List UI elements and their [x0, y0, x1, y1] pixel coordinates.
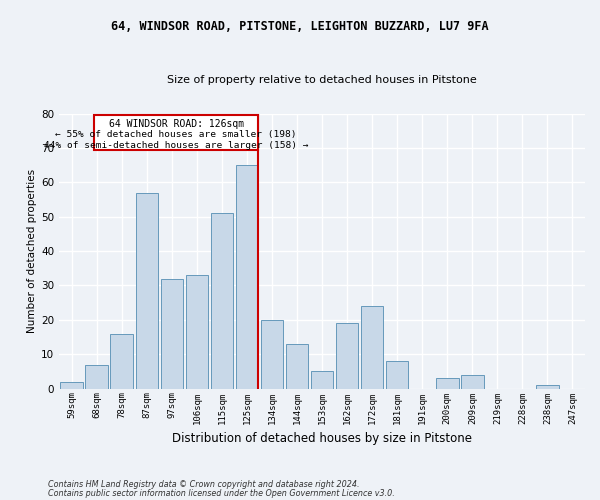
Bar	[110, 334, 133, 388]
Bar	[386, 361, 409, 388]
Text: ← 55% of detached houses are smaller (198): ← 55% of detached houses are smaller (19…	[55, 130, 297, 139]
Bar	[286, 344, 308, 389]
Bar	[536, 385, 559, 388]
Bar	[85, 364, 108, 388]
Bar	[161, 278, 183, 388]
Bar	[461, 375, 484, 388]
Bar	[136, 192, 158, 388]
Bar	[336, 324, 358, 388]
Title: Size of property relative to detached houses in Pitstone: Size of property relative to detached ho…	[167, 75, 477, 85]
Bar	[211, 214, 233, 388]
Text: 64 WINDSOR ROAD: 126sqm: 64 WINDSOR ROAD: 126sqm	[109, 120, 244, 130]
Text: Contains public sector information licensed under the Open Government Licence v3: Contains public sector information licen…	[48, 488, 395, 498]
Bar	[311, 372, 334, 388]
Bar	[436, 378, 458, 388]
Text: 64, WINDSOR ROAD, PITSTONE, LEIGHTON BUZZARD, LU7 9FA: 64, WINDSOR ROAD, PITSTONE, LEIGHTON BUZ…	[111, 20, 489, 33]
Y-axis label: Number of detached properties: Number of detached properties	[27, 169, 37, 333]
Text: Contains HM Land Registry data © Crown copyright and database right 2024.: Contains HM Land Registry data © Crown c…	[48, 480, 359, 489]
Bar	[361, 306, 383, 388]
FancyBboxPatch shape	[94, 116, 258, 150]
Text: 44% of semi-detached houses are larger (158) →: 44% of semi-detached houses are larger (…	[44, 141, 308, 150]
Bar	[185, 275, 208, 388]
X-axis label: Distribution of detached houses by size in Pitstone: Distribution of detached houses by size …	[172, 432, 472, 445]
Bar	[236, 165, 258, 388]
Bar	[261, 320, 283, 388]
Bar	[61, 382, 83, 388]
